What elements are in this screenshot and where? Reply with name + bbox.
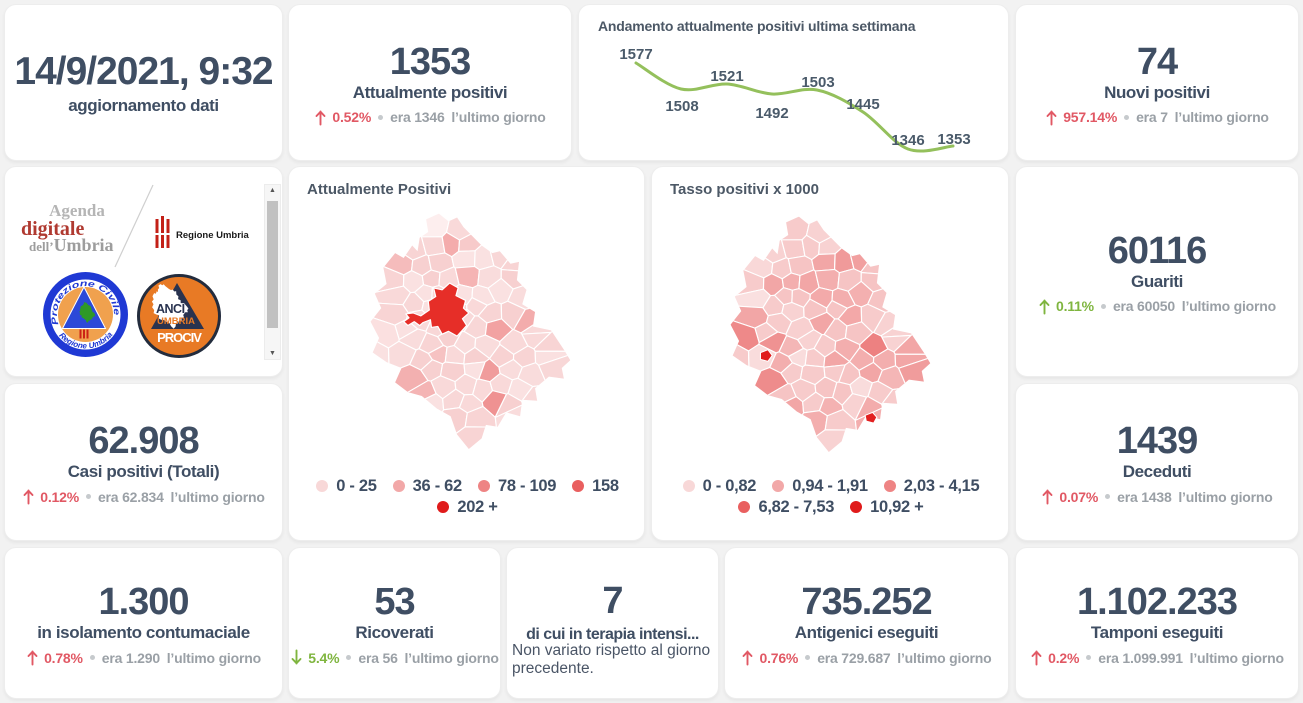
svg-text:1521: 1521 — [710, 68, 743, 85]
svg-text:1503: 1503 — [801, 74, 834, 91]
svg-text:1577: 1577 — [619, 46, 652, 63]
svg-text:1353: 1353 — [937, 131, 970, 148]
svg-text:Agenda: Agenda — [49, 201, 105, 220]
svg-text:1346: 1346 — [891, 132, 924, 149]
svg-text:1492: 1492 — [755, 105, 788, 122]
svg-text:digitale: digitale — [21, 218, 84, 240]
svg-text:UMBRIA: UMBRIA — [157, 316, 195, 327]
svg-text:PROCIV: PROCIV — [157, 330, 202, 345]
svg-text:ANCI: ANCI — [156, 302, 185, 316]
svg-text:1508: 1508 — [665, 98, 698, 115]
svg-text:dell’Umbria: dell’Umbria — [29, 235, 114, 255]
svg-text:1445: 1445 — [846, 96, 879, 113]
svg-text:Regione Umbria: Regione Umbria — [176, 230, 250, 241]
